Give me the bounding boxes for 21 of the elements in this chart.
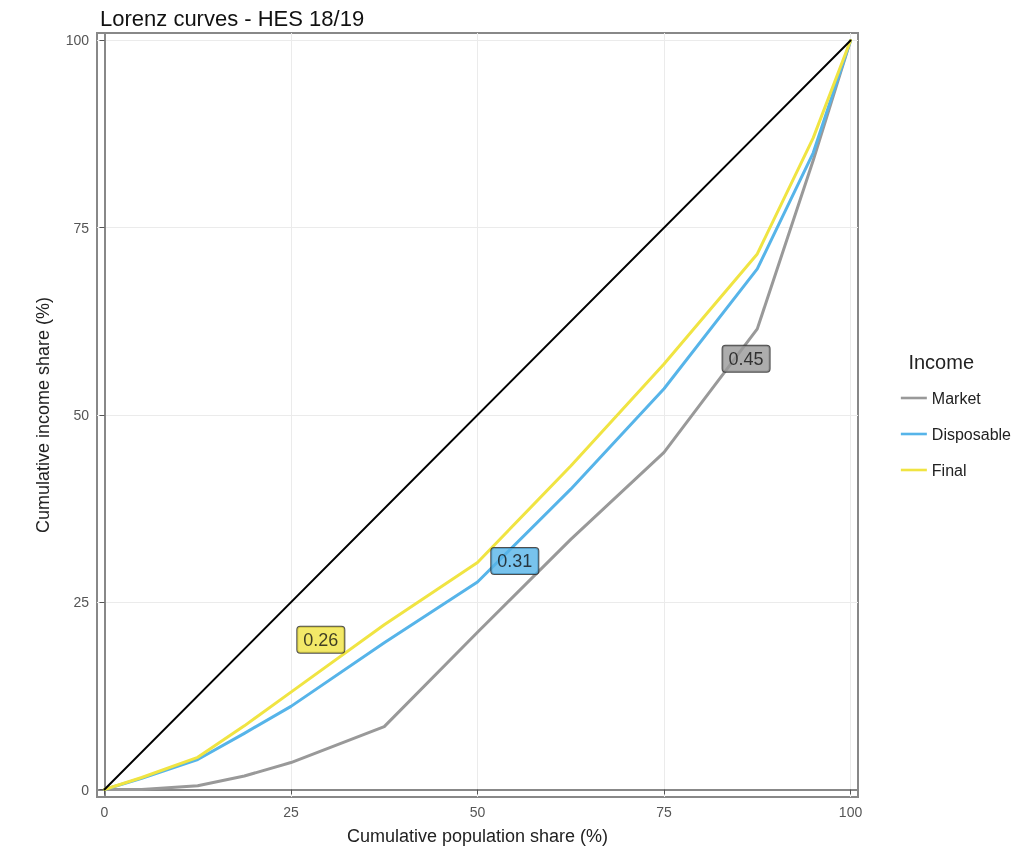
y-tick-label: 100 xyxy=(65,32,90,49)
annotation: 0.45 xyxy=(728,348,764,369)
x-tick-label: 100 xyxy=(838,804,863,820)
x-tick-label: 50 xyxy=(469,804,486,820)
legend-label: Disposable xyxy=(931,425,1012,443)
chart-title: Lorenz curves - HES 18/19 xyxy=(100,5,365,31)
legend-title: Income xyxy=(908,351,975,373)
x-tick-label: 25 xyxy=(283,804,299,820)
y-tick-label: 25 xyxy=(73,594,90,611)
line-series xyxy=(102,38,853,792)
y-tick-label: 0 xyxy=(81,781,90,798)
x-tick-label: 75 xyxy=(656,804,673,820)
y-axis-title: Cumulative income share (%) xyxy=(33,296,53,534)
y-tick-label: 75 xyxy=(73,219,90,236)
y-tick-label: 50 xyxy=(73,407,90,423)
legend-label: Market xyxy=(931,389,982,407)
x-tick-label: 0 xyxy=(100,804,109,820)
annotation: 0.26 xyxy=(303,629,339,650)
x-axis-title: Cumulative population share (%) xyxy=(346,826,609,846)
legend-label: Final xyxy=(931,461,967,479)
annotation: 0.31 xyxy=(497,551,533,572)
